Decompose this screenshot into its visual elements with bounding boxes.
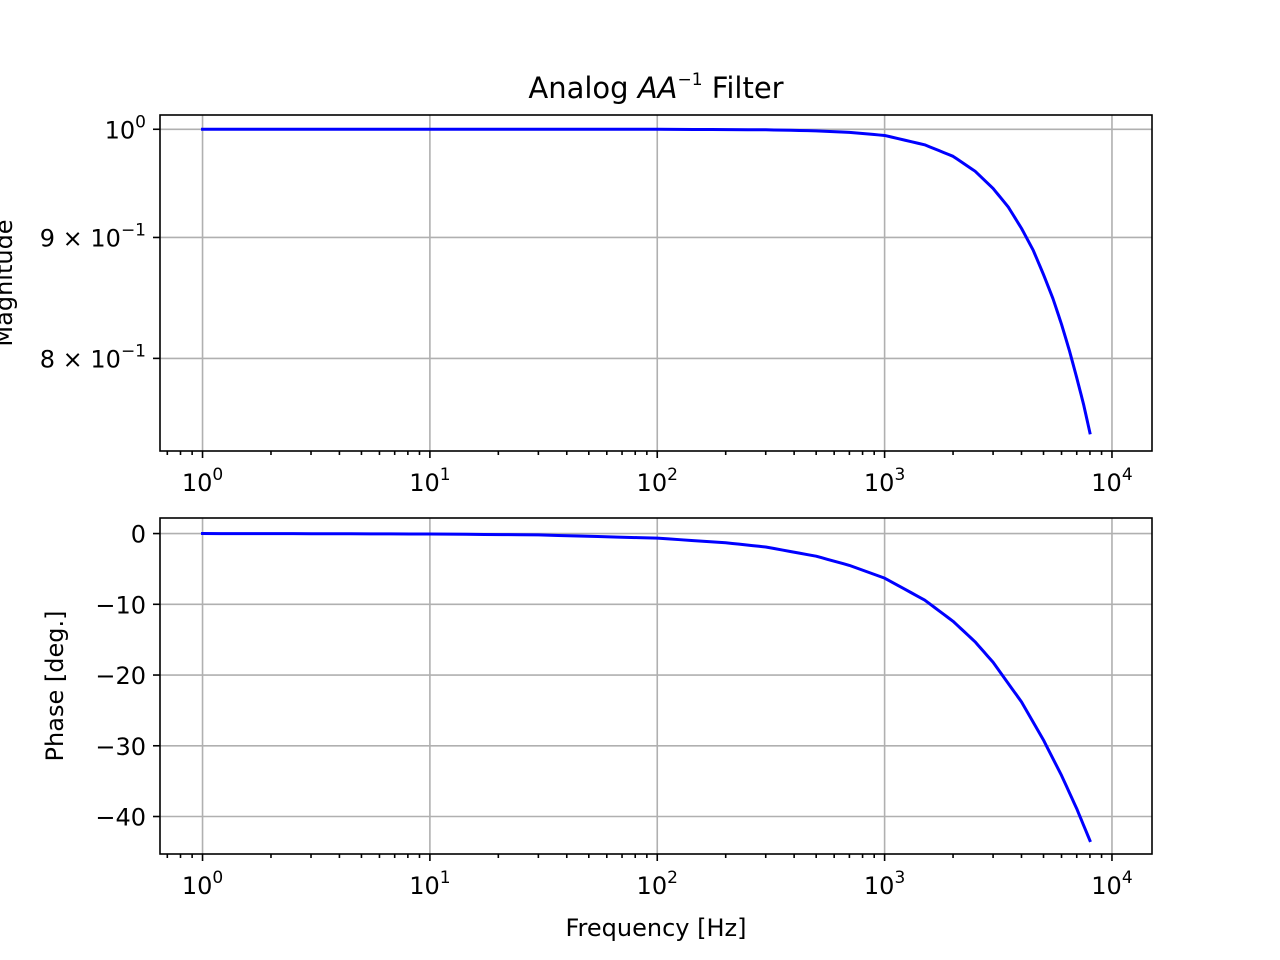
magnitude-series: [201, 127, 1092, 435]
phase-xlabel: Frequency [Hz]: [566, 914, 747, 942]
magnitude-plot: 100 101 102 103 104 100 9 × 10−1 8 × 10−1 Magni…: [0, 112, 1153, 497]
magnitude-xtick-label: 100: [182, 465, 223, 497]
phase-ytick-label: −30: [95, 733, 146, 761]
phase-xtick-label: 100: [182, 868, 223, 900]
phase-series: [201, 532, 1092, 843]
magnitude-xtick-label: 102: [637, 465, 678, 497]
phase-frame: [159, 517, 1153, 855]
magnitude-frame: [159, 114, 1153, 452]
phase-xtick-label: 102: [637, 868, 678, 900]
phase-xtick-label: 104: [1091, 868, 1132, 900]
phase-series-line-0: [201, 532, 1092, 843]
phase-ytick-label: 0: [131, 521, 146, 549]
phase-xtick-label: 101: [409, 868, 450, 900]
magnitude-xtick-label: 101: [409, 465, 450, 497]
phase-grid: [160, 518, 1152, 854]
magnitude-ticks: 100 101 102 103 104 100 9 × 10−1 8 × 10−1: [40, 112, 1133, 497]
magnitude-ytick-label: 9 × 10−1: [40, 220, 146, 252]
phase-ytick-label: −20: [95, 662, 146, 690]
chart-title: Analog AA−1 Filter: [528, 70, 783, 105]
phase-ytick-label: −10: [95, 591, 146, 619]
phase-ytick-label: −40: [95, 804, 146, 832]
magnitude-xtick-label: 103: [864, 465, 905, 497]
magnitude-ytick-label: 100: [105, 112, 146, 144]
phase-ylabel: Phase [deg.]: [41, 611, 69, 762]
magnitude-ytick-label: 8 × 10−1: [40, 341, 146, 373]
magnitude-xtick-label: 104: [1091, 465, 1132, 497]
magnitude-series-line-0: [201, 127, 1092, 435]
phase-xtick-label: 103: [864, 868, 905, 900]
phase-ticks: 100 101 102 103 104 0 −10 −20 −30 −40: [95, 521, 1132, 900]
magnitude-ylabel: Magnitude: [0, 219, 18, 346]
phase-plot: 100 101 102 103 104 0 −10 −20 −30 −40 Phase [deg.…: [41, 517, 1153, 942]
